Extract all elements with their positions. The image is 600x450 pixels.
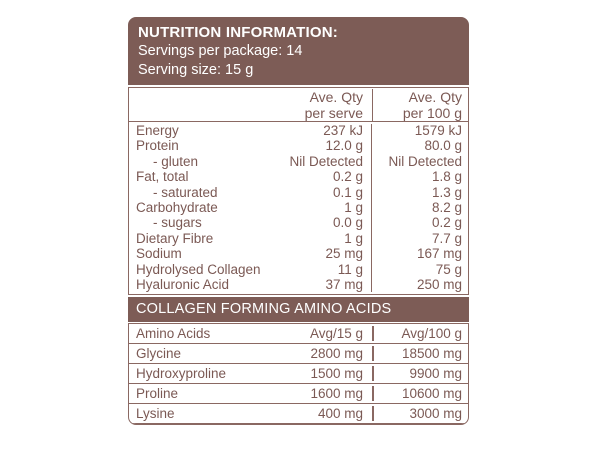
servings-per-package: Servings per package: 14 bbox=[138, 43, 303, 59]
table-row: Proline 1600 mg 10600 mg bbox=[129, 384, 468, 405]
amino-value-per-15g: 2800 mg bbox=[310, 346, 363, 362]
nutrient-value-per-serve: 0.2 g bbox=[332, 169, 363, 185]
nutrient-value-per-100g: 75 g bbox=[435, 261, 462, 277]
table-row: Sodium 25 mg 167 mg bbox=[129, 246, 468, 261]
nutrient-label: Hydrolysed Collagen bbox=[136, 261, 261, 277]
table-row: Fat, total 0.2 g 1.8 g bbox=[129, 169, 468, 184]
amino-value-per-15g: 400 mg bbox=[317, 406, 363, 422]
nutrient-label: - sugars bbox=[153, 215, 202, 231]
nutrient-value-per-serve: 25 mg bbox=[325, 246, 363, 262]
column-header-spacer bbox=[129, 89, 267, 121]
nutrition-panel: NUTRITION INFORMATION: Servings per pack… bbox=[128, 17, 469, 426]
nutrient-value-per-serve: Nil Detected bbox=[289, 153, 363, 169]
per-100g-line1: Ave. Qty bbox=[408, 89, 462, 105]
nutrient-value-per-serve: 0.0 g bbox=[332, 215, 363, 231]
nutrient-column-headers: Ave. Qty per serve Ave. Qty per 100 g bbox=[129, 88, 468, 122]
per-serve-line1: Ave. Qty bbox=[309, 89, 363, 105]
nutrition-title: NUTRITION INFORMATION: bbox=[138, 24, 338, 41]
table-row: Lysine 400 mg 3000 mg bbox=[129, 404, 468, 425]
nutrient-value-per-100g: 1.8 g bbox=[431, 169, 462, 185]
table-row: - gluten Nil Detected Nil Detected bbox=[129, 154, 468, 169]
table-row: Hydroxyproline 1500 mg 9900 mg bbox=[129, 364, 468, 385]
nutrient-label: Dietary Fibre bbox=[136, 230, 214, 246]
amino-value-per-100g: 18500 mg bbox=[372, 344, 468, 363]
nutrient-value-per-serve: 237 kJ bbox=[323, 123, 363, 138]
nutrient-table: Ave. Qty per serve Ave. Qty per 100 g En… bbox=[128, 87, 469, 296]
nutrition-header-band: NUTRITION INFORMATION: Servings per pack… bbox=[128, 17, 469, 85]
amino-value-per-100g: 9900 mg bbox=[372, 364, 468, 383]
nutrient-label: - gluten bbox=[153, 153, 199, 169]
nutrient-label: Sodium bbox=[136, 246, 182, 262]
per-serve-line2: per serve bbox=[304, 105, 363, 121]
nutrient-value-per-serve: 11 g bbox=[337, 261, 363, 277]
amino-acid-label: Lysine bbox=[136, 406, 175, 422]
nutrient-label: Hyaluronic Acid bbox=[136, 277, 230, 293]
table-row: - saturated 0.1 g 1.3 g bbox=[129, 185, 468, 200]
nutrient-value-per-100g: 250 mg bbox=[416, 277, 462, 293]
nutrient-value-per-100g: 80.0 g bbox=[424, 138, 462, 154]
amino-value-per-15g: 1600 mg bbox=[310, 386, 363, 402]
nutrient-value-per-serve: 12.0 g bbox=[325, 138, 363, 154]
per-100g-line2: per 100 g bbox=[402, 105, 462, 121]
amino-acids-table: Amino Acids Avg/15 g Avg/100 g Glycine 2… bbox=[128, 323, 469, 426]
nutrient-value-per-100g: 8.2 g bbox=[431, 200, 462, 216]
amino-acid-label: Glycine bbox=[136, 346, 182, 362]
column-divider-line bbox=[370, 124, 372, 293]
nutrient-value-per-100g: 1579 kJ bbox=[414, 123, 462, 138]
nutrient-value-per-100g: Nil Detected bbox=[388, 153, 462, 169]
amino-rows: Glycine 2800 mg 18500 mg Hydroxyproline … bbox=[129, 344, 468, 425]
serving-size: Serving size: 15 g bbox=[138, 62, 254, 78]
collagen-section-band: COLLAGEN FORMING AMINO ACIDS bbox=[128, 297, 469, 323]
nutrient-value-per-serve: 0.1 g bbox=[332, 184, 363, 200]
amino-header-per-15g: Avg/15 g bbox=[309, 326, 363, 342]
table-row: Glycine 2800 mg 18500 mg bbox=[129, 344, 468, 365]
nutrient-value-per-serve: 37 mg bbox=[325, 277, 363, 293]
table-row: Dietary Fibre 1 g 7.7 g bbox=[129, 231, 468, 246]
nutrient-value-per-serve: 1 g bbox=[344, 200, 363, 216]
amino-value-per-15g: 1500 mg bbox=[310, 366, 363, 382]
nutrient-label: - saturated bbox=[153, 184, 218, 200]
amino-column-headers: Amino Acids Avg/15 g Avg/100 g bbox=[129, 324, 468, 345]
nutrient-value-per-serve: 1 g bbox=[344, 230, 363, 246]
table-row: - sugars 0.0 g 0.2 g bbox=[129, 215, 468, 230]
nutrient-value-per-100g: 7.7 g bbox=[431, 230, 462, 246]
column-header-per-serve: Ave. Qty per serve bbox=[267, 89, 372, 121]
table-row: Hyaluronic Acid 37 mg 250 mg bbox=[129, 277, 468, 292]
column-header-per-100g: Ave. Qty per 100 g bbox=[372, 89, 468, 121]
table-row: Energy 237 kJ 1579 kJ bbox=[129, 123, 468, 138]
amino-header-per-100g: Avg/100 g bbox=[372, 324, 468, 343]
amino-header-label: Amino Acids bbox=[136, 326, 211, 342]
table-row: Protein 12.0 g 80.0 g bbox=[129, 138, 468, 153]
nutrient-label: Energy bbox=[136, 123, 179, 138]
table-row: Hydrolysed Collagen 11 g 75 g bbox=[129, 262, 468, 277]
amino-acid-label: Proline bbox=[136, 386, 179, 402]
amino-acid-label: Hydroxyproline bbox=[136, 366, 227, 382]
nutrient-value-per-100g: 167 mg bbox=[416, 246, 462, 262]
amino-value-per-100g: 10600 mg bbox=[372, 384, 468, 403]
nutrient-rows: Energy 237 kJ 1579 kJ Protein 12.0 g 80.… bbox=[129, 122, 468, 294]
nutrient-label: Protein bbox=[136, 138, 179, 154]
table-row: Carbohydrate 1 g 8.2 g bbox=[129, 200, 468, 215]
nutrient-value-per-100g: 0.2 g bbox=[431, 215, 462, 231]
amino-value-per-100g: 3000 mg bbox=[372, 404, 468, 423]
nutrient-value-per-100g: 1.3 g bbox=[431, 184, 462, 200]
nutrient-label: Fat, total bbox=[136, 169, 189, 185]
nutrient-label: Carbohydrate bbox=[136, 200, 218, 216]
